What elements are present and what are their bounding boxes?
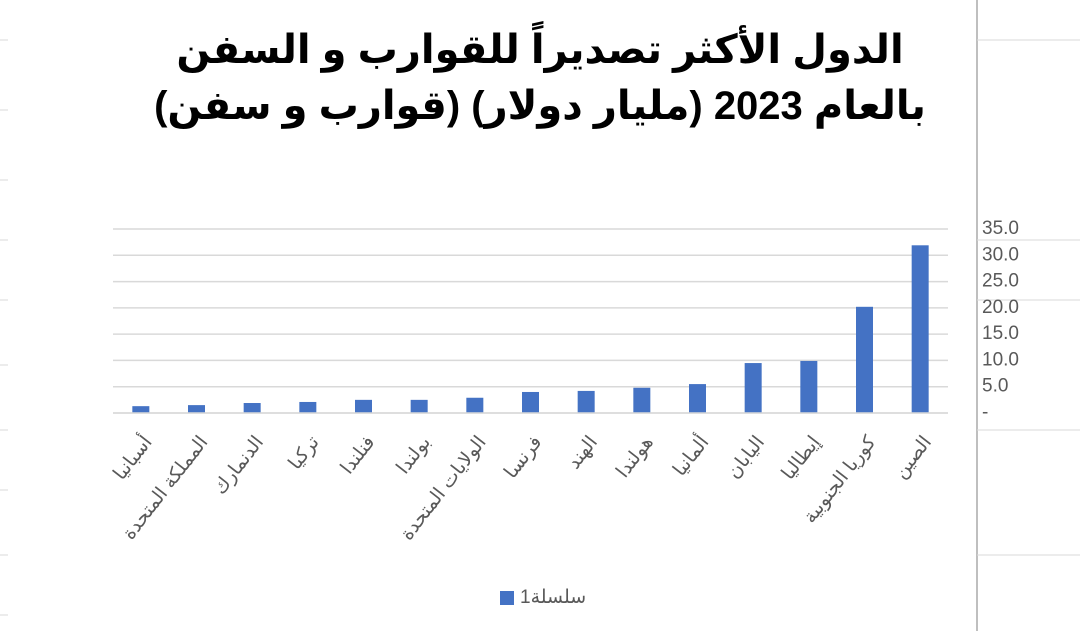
x-tick-label: بولندا	[393, 432, 435, 478]
y-tick-label: 30.0	[982, 244, 1019, 265]
chart-title: الدول الأكثر تصديراً للقوارب و السفن بال…	[154, 28, 926, 128]
x-tick-label: أسبانيا	[107, 430, 156, 484]
x-tick-label: الدنمارك	[210, 432, 268, 498]
y-tick-label: 15.0	[982, 323, 1019, 344]
bar	[522, 391, 539, 413]
legend-swatch	[500, 591, 514, 605]
bar	[744, 363, 762, 413]
bar	[410, 399, 428, 413]
bar	[800, 360, 818, 413]
legend-label: سلسلة1	[520, 587, 586, 608]
x-tick-label: الصين	[890, 432, 936, 483]
x-tick-label: تركيا	[285, 432, 324, 474]
x-tick-label: هولندا	[612, 432, 657, 482]
bar	[466, 397, 484, 413]
y-tick-label: 5.0	[982, 376, 1008, 397]
bar	[577, 390, 595, 413]
x-tick-label: فنلندا	[337, 432, 379, 478]
bar	[132, 406, 150, 413]
bar	[911, 245, 929, 413]
bar	[355, 399, 372, 413]
bar	[689, 384, 706, 413]
x-tick-label: إيطاليا	[778, 432, 826, 484]
x-tick-label: اليابان	[723, 432, 769, 482]
y-tick-label: 25.0	[982, 271, 1019, 292]
x-tick-label: ألمانيا	[667, 430, 713, 480]
bar	[243, 403, 261, 413]
x-tick-label: الهند	[564, 432, 602, 473]
y-tick-label: 35.0	[982, 218, 1019, 239]
y-tick-label: 10.0	[982, 349, 1019, 370]
x-tick-label: فرنسا	[501, 432, 547, 482]
y-tick-label: -	[982, 402, 988, 423]
bar	[299, 401, 317, 413]
y-tick-label: 20.0	[982, 297, 1019, 318]
bar	[633, 387, 651, 413]
bar	[856, 306, 873, 413]
bar	[188, 405, 205, 413]
